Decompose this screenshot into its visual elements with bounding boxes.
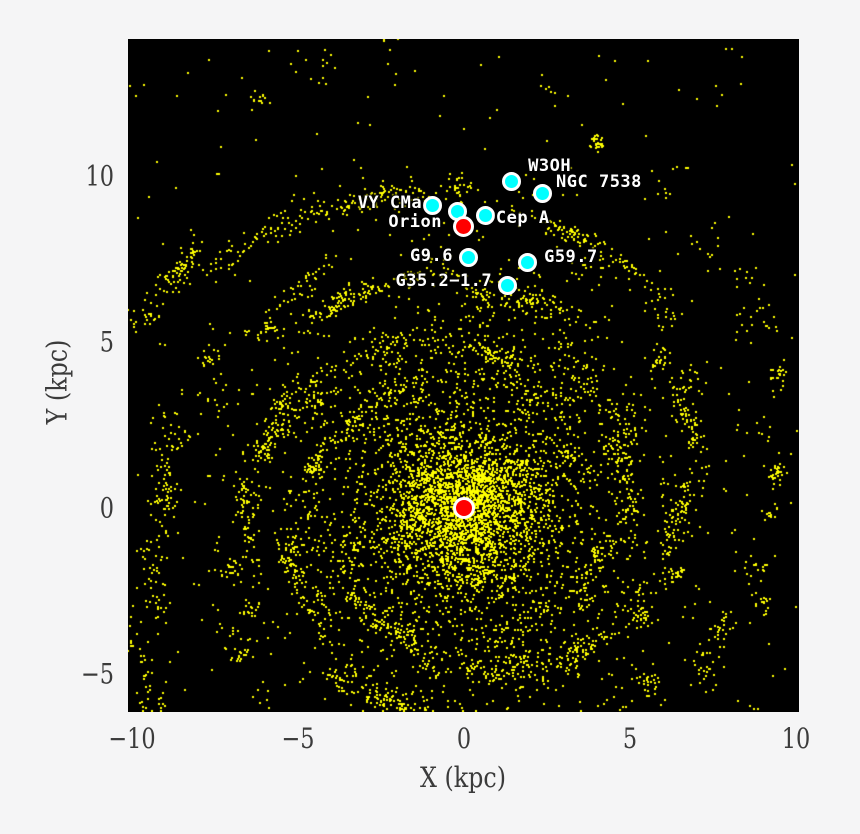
label-orion: Orion (388, 211, 443, 232)
marker-g35-2-1-7 (497, 275, 517, 295)
marker-w3oh (501, 171, 521, 191)
y-tick-label: 5 (99, 325, 114, 359)
x-tick-label: 5 (622, 722, 638, 755)
marker-g59-7 (517, 252, 537, 272)
marker-galactic-center (452, 497, 475, 520)
marker-ngc-7538 (532, 183, 552, 203)
label-g35-2-1-7: G35.2−1.7 (395, 271, 493, 292)
marker-vy-cma (422, 195, 442, 215)
y-tick-label: 0 (99, 491, 114, 525)
label-w3oh: W3OH (528, 156, 572, 177)
y-axis-title: Y (kpc) (40, 339, 74, 425)
x-tick-label: 0 (456, 722, 472, 755)
label-ngc-7538: NGC 7538 (556, 172, 642, 193)
x-tick-label: −5 (281, 722, 315, 755)
label-g9-6: G9.6 (410, 246, 453, 267)
label-cep-a: Cep A (495, 207, 550, 228)
galaxy-scatter-canvas (128, 39, 799, 712)
plot-area: W3OH NGC 7538 VY CMa Orion Cep A G9.6 G59.7 G35… (128, 39, 799, 712)
y-tick-label: 10 (85, 159, 114, 193)
marker-cep-a (476, 206, 496, 226)
marker-sun (453, 215, 475, 237)
label-g59-7: G59.7 (544, 247, 598, 268)
x-tick-label: −10 (108, 722, 156, 755)
marker-g9-6 (459, 247, 479, 267)
y-tick-label: −5 (80, 657, 114, 691)
x-tick-label: 10 (781, 722, 811, 755)
x-axis-title: X (kpc) (419, 761, 507, 794)
label-vy-cma: VY CMa (357, 193, 423, 213)
